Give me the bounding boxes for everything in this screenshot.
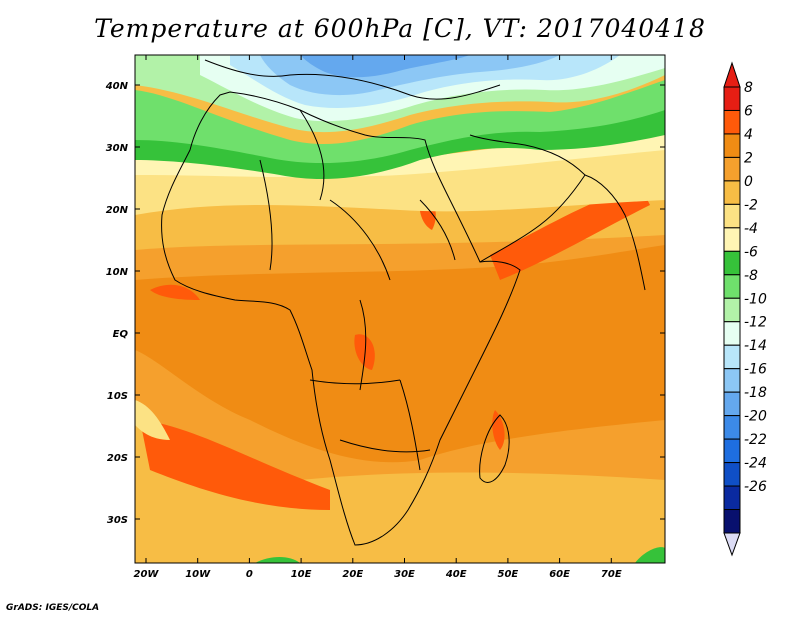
colorbar-label: -8 [744,268,758,284]
lat-label: 10N [106,267,129,278]
colorbar-segment [723,86,741,111]
lon-label: 40E [445,569,467,580]
colorbar-segment [723,274,741,299]
colorbar-label: 0 [744,174,753,190]
colorbar-label: -6 [744,244,758,260]
colorbar-segment [723,462,741,487]
lat-label: 20N [106,205,129,216]
colorbar-segment [723,156,741,182]
colorbar-label: 8 [744,80,753,96]
colorbar-label: 6 [744,103,753,119]
lon-label: 0 [246,569,253,580]
colorbar-top-arrow [723,61,741,88]
colorbar-segment [723,368,741,393]
lon-label: 50E [498,569,519,580]
colorbar-label: -20 [744,409,767,425]
lat-label: 40N [105,81,129,92]
colorbar: 8 6 4 2 0 -2 -4 -6 -8 -10 -12 -14 -16 -18 -20 -22 -24 -26 [723,61,767,557]
colorbar-segment [723,415,741,440]
colorbar-segment [723,321,741,346]
colorbar-segment [723,109,741,135]
colorbar-label: -10 [744,291,767,307]
colorbar-segment [723,297,741,323]
colorbar-bottom-arrow [723,532,741,557]
colorbar-label: 2 [744,150,753,166]
colorbar-label: -24 [744,456,767,472]
coastlines [161,59,646,546]
colorbar-segment [723,250,741,276]
colorbar-label: -12 [744,315,767,331]
colorbar-segment [723,203,741,229]
credit-text: GrADS: IGES/COLA [6,603,100,613]
lat-label: 30S [107,515,128,526]
lon-label: 30E [394,569,415,580]
latitude-labels: 40N 30N 20N 10N EQ 10S 20S 30S [105,81,665,526]
map-title: Temperature at 600hPa [C], VT: 201704041… [94,14,706,43]
lon-label: 70E [601,569,622,580]
colorbar-segment [723,180,741,205]
lon-label: 60E [549,569,570,580]
colorbar-label: -2 [744,197,758,213]
temperature-field [135,55,665,563]
lat-label: 30N [106,143,129,154]
colorbar-label: -18 [744,385,767,401]
lon-label: 20W [134,569,160,580]
colorbar-label: -26 [744,479,767,495]
colorbar-segment [723,227,741,252]
colorbar-label: -4 [744,221,758,237]
colorbar-label: -16 [744,362,767,378]
colorbar-segment [723,344,741,370]
colorbar-label: 4 [744,127,753,143]
colorbar-segment [723,485,741,511]
lon-label: 10W [185,569,211,580]
colorbar-segment [723,509,741,534]
lat-label: EQ [113,329,129,340]
colorbar-segment [723,391,741,417]
lon-label: 10E [291,569,312,580]
lat-label: 10S [107,391,128,402]
plot-frame [134,54,666,564]
colorbar-label: -22 [744,432,767,448]
colorbar-segment [723,438,741,464]
longitude-labels: 20W 10W 0 10E 20E 30E 40E 50E 60E 70E [134,55,622,580]
colorbar-label: -14 [744,338,767,354]
lon-label: 20E [342,569,363,580]
lat-label: 20S [107,453,128,464]
colorbar-segment [723,133,741,158]
